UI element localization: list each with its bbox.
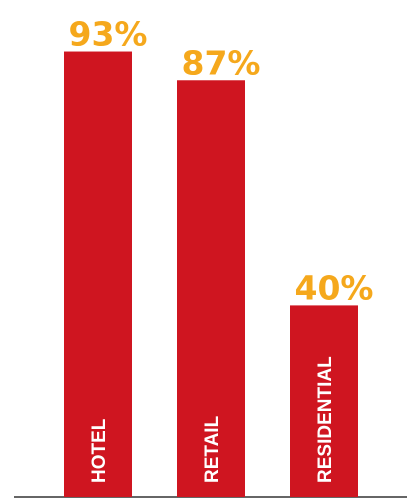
value-label-residential: 40% [295, 268, 374, 307]
bars-group [64, 51, 358, 498]
category-label-hotel: HOTEL [89, 418, 110, 483]
category-labels-group: HOTEL RETAIL RESIDENTIAL [89, 356, 336, 483]
bar-hotel [64, 51, 132, 497]
category-label-retail: RETAIL [202, 415, 223, 483]
value-label-retail: 87% [182, 43, 261, 82]
value-label-hotel: 93% [69, 15, 148, 54]
bar-residential [290, 305, 358, 497]
category-label-residential: RESIDENTIAL [315, 356, 336, 483]
value-labels-group: 93% 87% 40% [69, 15, 374, 308]
bar-retail [177, 80, 245, 498]
